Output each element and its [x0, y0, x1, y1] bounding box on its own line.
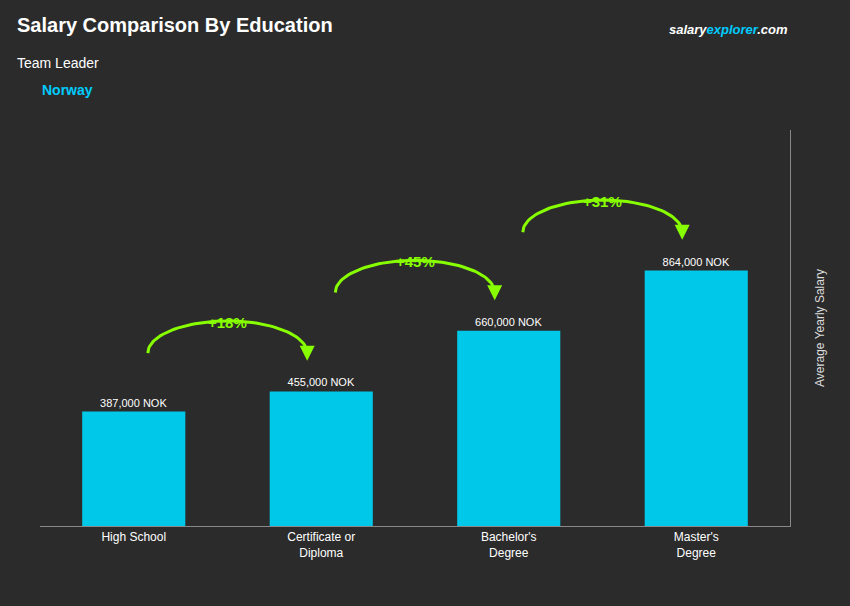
- svg-text:salaryexplorer.com: salaryexplorer.com: [669, 22, 788, 37]
- svg-text:Average Yearly Salary: Average Yearly Salary: [813, 269, 827, 387]
- svg-text:Certificate orDiploma: Certificate orDiploma: [287, 530, 355, 560]
- svg-text:455,000 NOK: 455,000 NOK: [288, 376, 355, 388]
- svg-text:+31%: +31%: [583, 193, 622, 210]
- svg-text:660,000 NOK: 660,000 NOK: [475, 316, 542, 328]
- svg-text:Team Leader: Team Leader: [17, 55, 99, 71]
- svg-text:387,000 NOK: 387,000 NOK: [100, 397, 167, 409]
- svg-text:Bachelor'sDegree: Bachelor'sDegree: [481, 530, 537, 560]
- svg-text:+45%: +45%: [396, 253, 435, 270]
- svg-text:Salary Comparison By Education: Salary Comparison By Education: [17, 14, 333, 36]
- svg-text:Norway: Norway: [42, 82, 93, 98]
- svg-text:+18%: +18%: [208, 314, 247, 331]
- svg-text:864,000 NOK: 864,000 NOK: [663, 256, 730, 268]
- svg-text:Master'sDegree: Master'sDegree: [674, 530, 719, 560]
- svg-text:High School: High School: [101, 530, 166, 544]
